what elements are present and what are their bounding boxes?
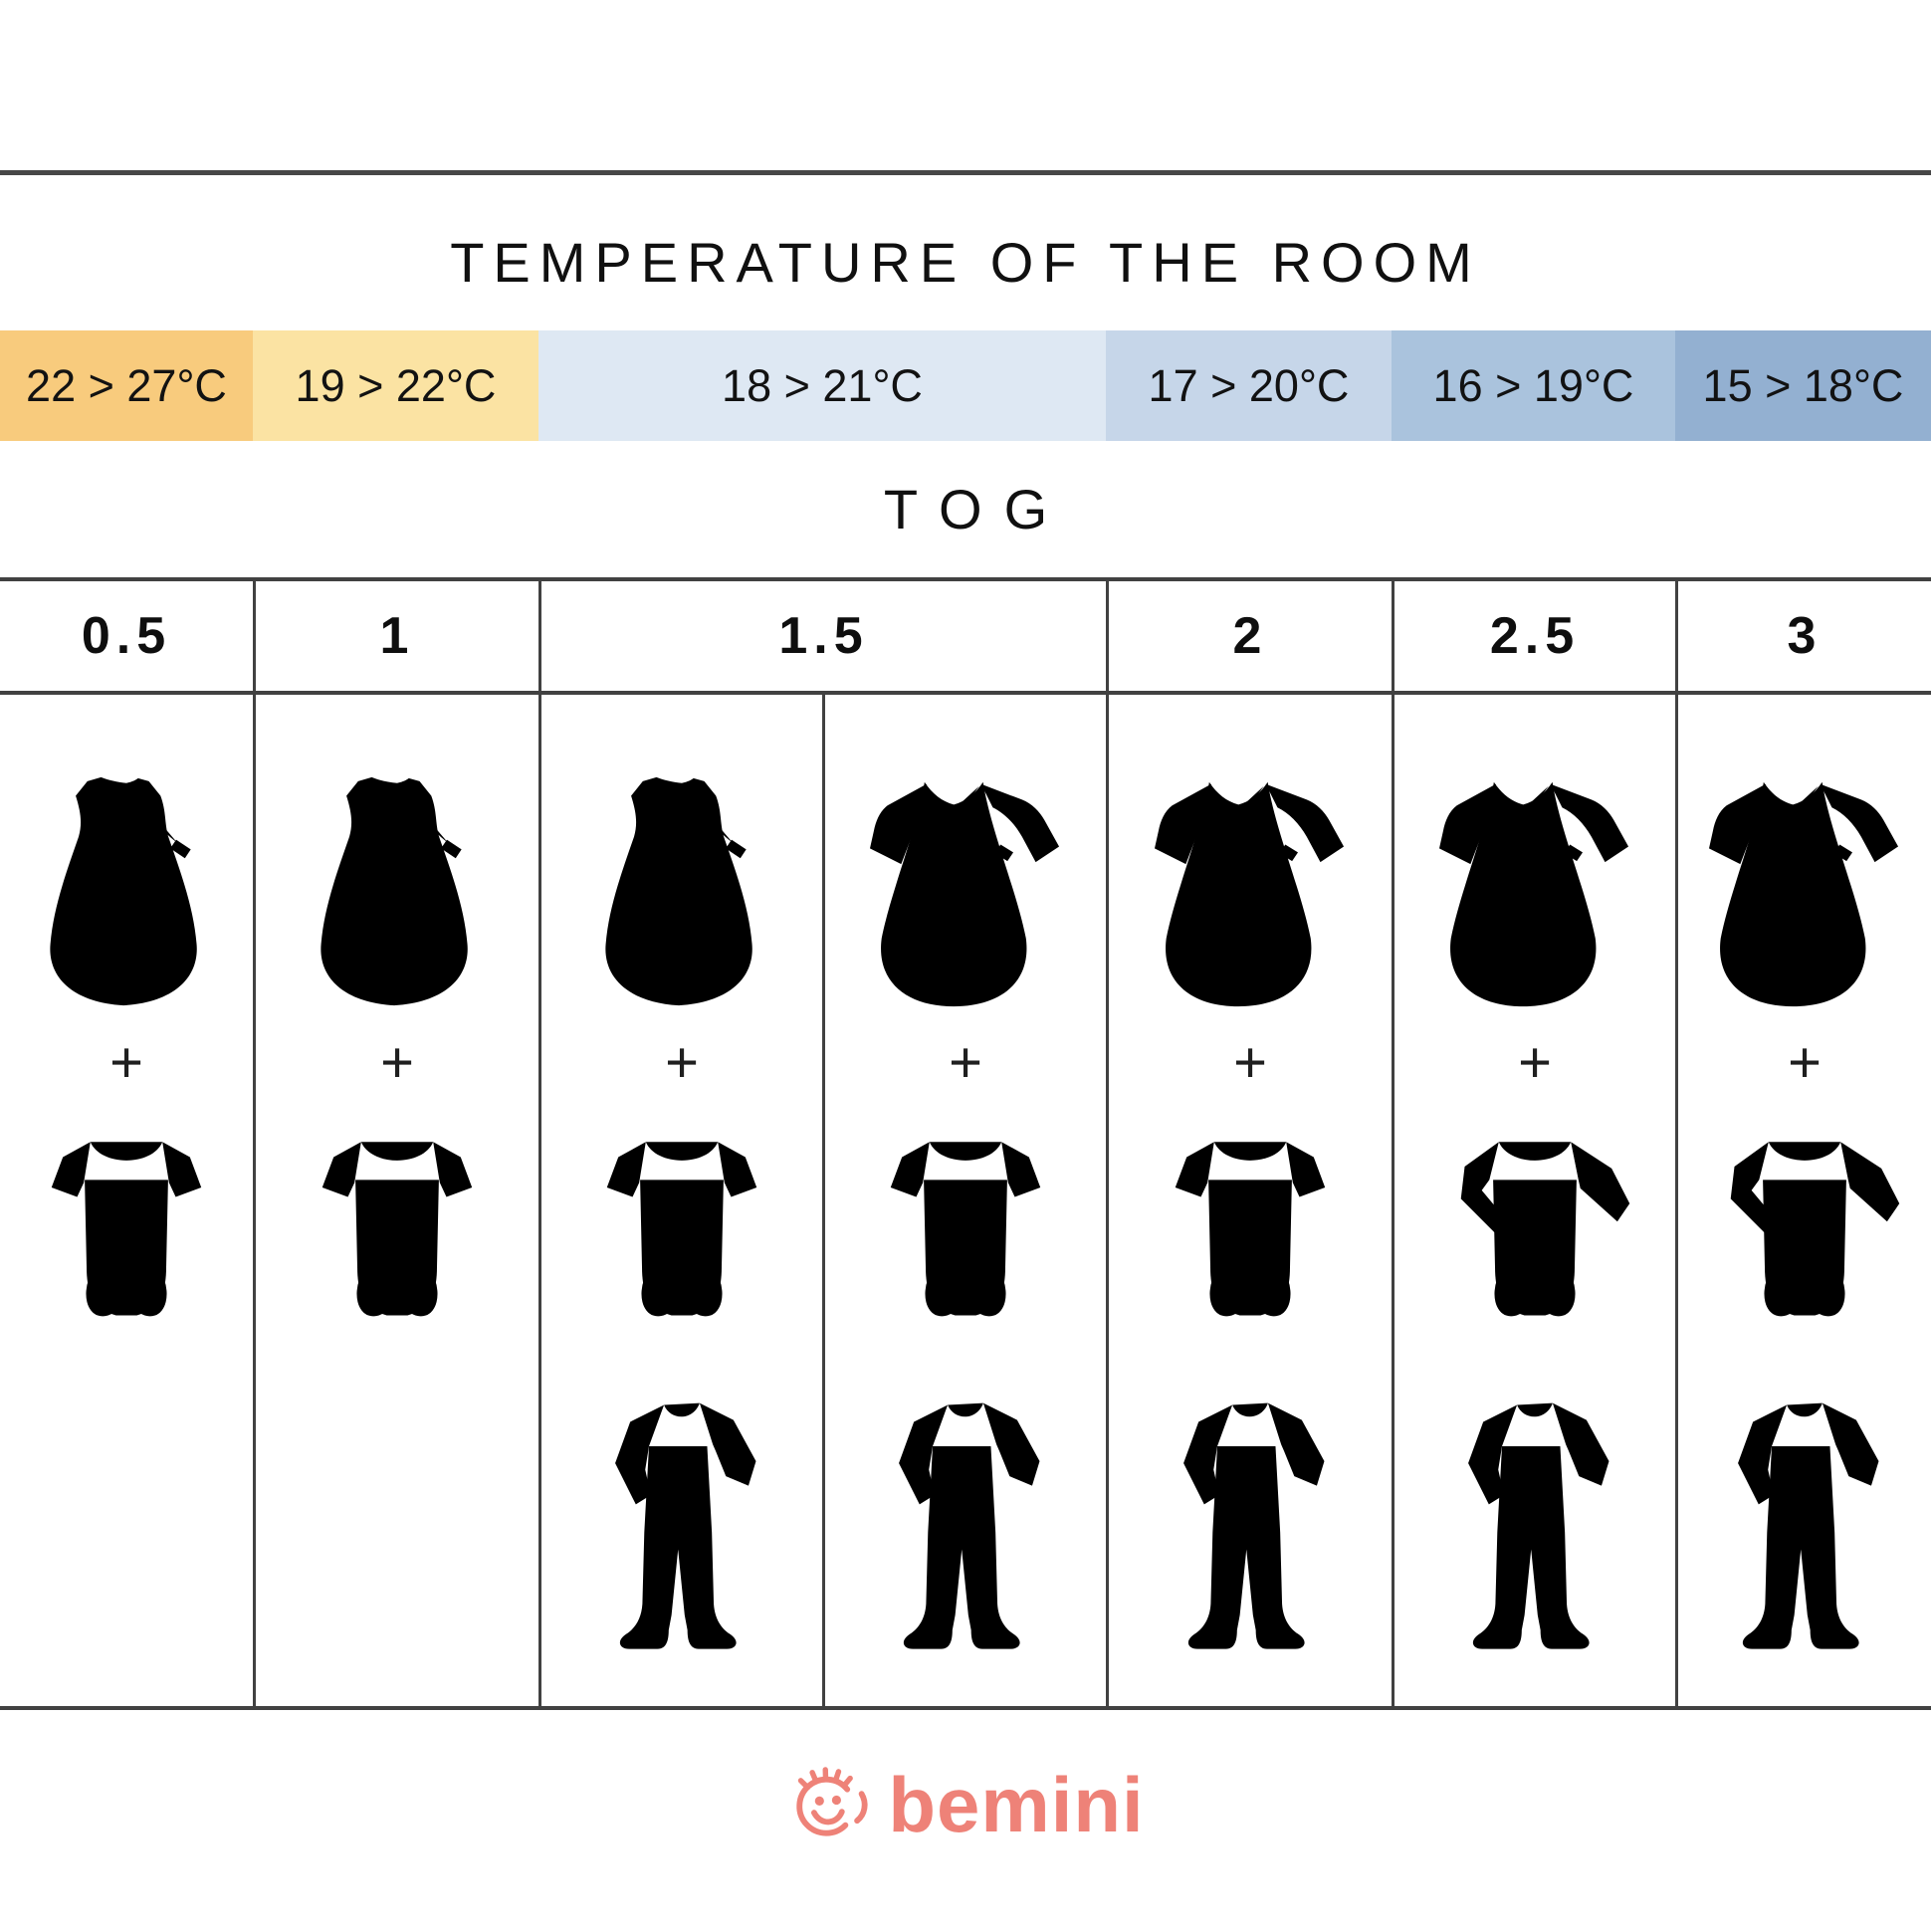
bodysuit-slot [298, 1107, 497, 1346]
bemini-smiley-icon [786, 1760, 876, 1849]
sleeping-bag-slot [1109, 695, 1392, 1023]
plus-sign: + [1233, 1029, 1267, 1095]
temperature-range-segment: 17 > 20°C [1106, 330, 1392, 441]
tog-header-row: 0.5 1 1.5 2 2.5 3 [0, 577, 1931, 695]
bodysuit-short-sleeve-icon [1151, 1125, 1350, 1329]
sleeping-bag-slot [1678, 695, 1931, 1023]
bodysuit-slot [1435, 1107, 1634, 1346]
top-divider [0, 170, 1931, 175]
temperature-range-segment: 22 > 27°C [0, 330, 253, 441]
brand-logo: bemini [0, 1760, 1931, 1849]
sleeping-bag-slot [256, 695, 538, 1023]
sleeping-bag-long-sleeve-icon [866, 772, 1065, 1011]
temperature-range-segment: 16 > 19°C [1392, 330, 1675, 441]
bodysuit-slot [1151, 1107, 1350, 1346]
outfit-table-body: + + + + [0, 695, 1931, 1710]
plus-sign: + [949, 1029, 982, 1095]
outfit-column-tog-1: + [253, 695, 538, 1706]
pajamas-slot [1152, 1392, 1349, 1686]
bodysuit-short-sleeve-icon [27, 1125, 226, 1329]
plus-sign: + [1788, 1029, 1822, 1095]
pajamas-icon [1152, 1392, 1349, 1664]
temperature-band: 22 > 27°C 19 > 22°C 18 > 21°C 17 > 20°C 16 >… [0, 330, 1931, 441]
bodysuit-short-sleeve-icon [298, 1125, 497, 1329]
outfit-column-tog-1.5: + [538, 695, 822, 1706]
pajamas-icon [867, 1392, 1064, 1664]
sleeping-bag-long-sleeve-icon [1151, 772, 1350, 1011]
bodysuit-slot [866, 1107, 1065, 1346]
brand-name: bemini [888, 1761, 1145, 1848]
pajamas-icon [583, 1392, 780, 1664]
pajamas-icon [1436, 1392, 1633, 1664]
bodysuit-short-sleeve-icon [582, 1125, 781, 1329]
outfit-column-tog-0.5: + [0, 695, 253, 1706]
pajamas-slot [1436, 1392, 1633, 1686]
page-title: TEMPERATURE OF THE ROOM [450, 231, 1481, 294]
plus-sign: + [109, 1029, 143, 1095]
pajamas-icon [1706, 1392, 1903, 1664]
bodysuit-short-sleeve-icon [866, 1125, 1065, 1329]
plus-sign: + [1518, 1029, 1552, 1095]
sleeping-bag-sleeveless-icon [582, 772, 781, 1011]
tog-header-cell: 0.5 [81, 607, 172, 665]
bodysuit-slot [1705, 1107, 1904, 1346]
pajamas-slot [1706, 1392, 1903, 1686]
plus-sign: + [665, 1029, 699, 1095]
plus-sign: + [380, 1029, 414, 1095]
pajamas-slot [583, 1392, 780, 1686]
outfit-column-tog-1.5: + [822, 695, 1106, 1706]
outfit-column-tog-3: + [1675, 695, 1931, 1706]
sleeping-bag-sleeveless-icon [298, 772, 497, 1011]
temperature-range-segment: 15 > 18°C [1675, 330, 1931, 441]
tog-header-cell: 2.5 [1392, 581, 1675, 691]
bodysuit-slot [582, 1107, 781, 1346]
outfit-column-tog-2: + [1106, 695, 1392, 1706]
bodysuit-long-sleeve-icon [1435, 1125, 1634, 1329]
tog-header-cell: 2 [1106, 581, 1392, 691]
tog-header-cell: 1 [253, 581, 538, 691]
sleeping-bag-slot [1395, 695, 1675, 1023]
sleeping-bag-slot [825, 695, 1106, 1023]
pajamas-slot [867, 1392, 1064, 1686]
tog-label: TOG [883, 478, 1070, 540]
sleeping-bag-long-sleeve-icon [1705, 772, 1904, 1011]
bodysuit-slot [27, 1107, 226, 1346]
temperature-range-segment: 19 > 22°C [253, 330, 538, 441]
sleeping-bag-sleeveless-icon [27, 772, 226, 1011]
temperature-range-segment: 18 > 21°C [538, 330, 1106, 441]
sleeping-bag-slot [541, 695, 822, 1023]
bodysuit-long-sleeve-icon [1705, 1125, 1904, 1329]
tog-header-cell: 1.5 [538, 581, 1106, 691]
sleeping-bag-long-sleeve-icon [1435, 772, 1634, 1011]
outfit-column-tog-2.5: + [1392, 695, 1675, 1706]
tog-header-cell: 3 [1675, 581, 1931, 691]
sleeping-bag-slot [0, 695, 253, 1023]
